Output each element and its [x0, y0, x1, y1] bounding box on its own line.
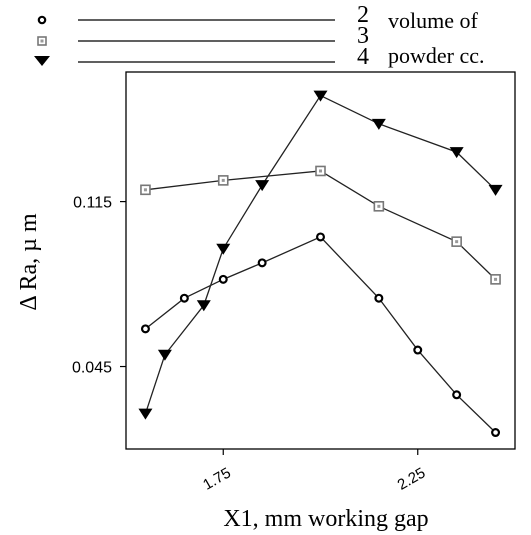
legend-title-line-2: powder cc.: [388, 43, 485, 68]
data-point-circle: [316, 232, 326, 242]
data-point-square: [140, 184, 151, 196]
y-tick-label: 0.045: [72, 360, 112, 377]
x-tick-label: 1.75: [200, 464, 234, 493]
data-point-triangle: [157, 349, 172, 361]
data-point-triangle: [255, 180, 270, 192]
series-line-4: [144, 94, 497, 414]
data-point-triangle: [196, 300, 211, 312]
y-tick-label: 0.115: [73, 195, 112, 212]
data-point-triangle: [138, 408, 153, 420]
data-point-triangle: [371, 118, 386, 130]
data-point-circle: [257, 258, 267, 268]
legend-triangle-marker-icon: [34, 56, 50, 66]
legend-square-marker-icon: [37, 36, 47, 46]
x-axis-title: X1, mm working gap: [223, 506, 428, 532]
legend-circle-marker-icon: [37, 15, 47, 25]
legend-entry-series-4: 4: [34, 44, 369, 70]
data-point-square: [315, 165, 326, 177]
y-axis: 0.045 0.115: [72, 195, 126, 377]
data-point-circle: [218, 274, 228, 284]
data-point-circle: [452, 390, 462, 400]
plot-frame: [125, 71, 516, 450]
data-point-square: [217, 175, 229, 186]
series-line-3: [145, 170, 497, 280]
series-3: [140, 165, 501, 285]
series-4: [138, 90, 503, 420]
y-axis-title: Δ Ra, µ m: [16, 213, 42, 311]
data-point-circle: [374, 293, 384, 303]
legend-title-line-1: volume of: [388, 8, 478, 33]
data-point-square: [451, 236, 462, 247]
legend-label-series-4: 4: [357, 44, 369, 70]
data-point-triangle: [216, 243, 231, 255]
legend-entry-series-2: 2: [37, 2, 369, 28]
data-point-circle: [491, 428, 501, 438]
data-point-triangle: [488, 184, 503, 196]
legend: 2 3 4 volume of powder cc.: [34, 2, 485, 70]
data-point-circle: [140, 324, 150, 334]
data-point-circle: [413, 345, 423, 355]
data-point-triangle: [313, 90, 328, 102]
series-2: [140, 232, 501, 438]
data-point-square: [373, 201, 385, 212]
x-axis: 1.75 2.25: [200, 449, 428, 494]
data-point-triangle: [449, 147, 464, 159]
series-layer: [138, 90, 503, 438]
data-point-square: [490, 274, 501, 285]
legend-label-series-3: 3: [357, 23, 369, 49]
x-tick-label: 2.25: [395, 464, 429, 493]
series-line-2: [145, 236, 497, 433]
data-point-circle: [179, 293, 189, 303]
legend-label-series-2: 2: [357, 2, 369, 28]
legend-entry-series-3: 3: [37, 23, 369, 49]
